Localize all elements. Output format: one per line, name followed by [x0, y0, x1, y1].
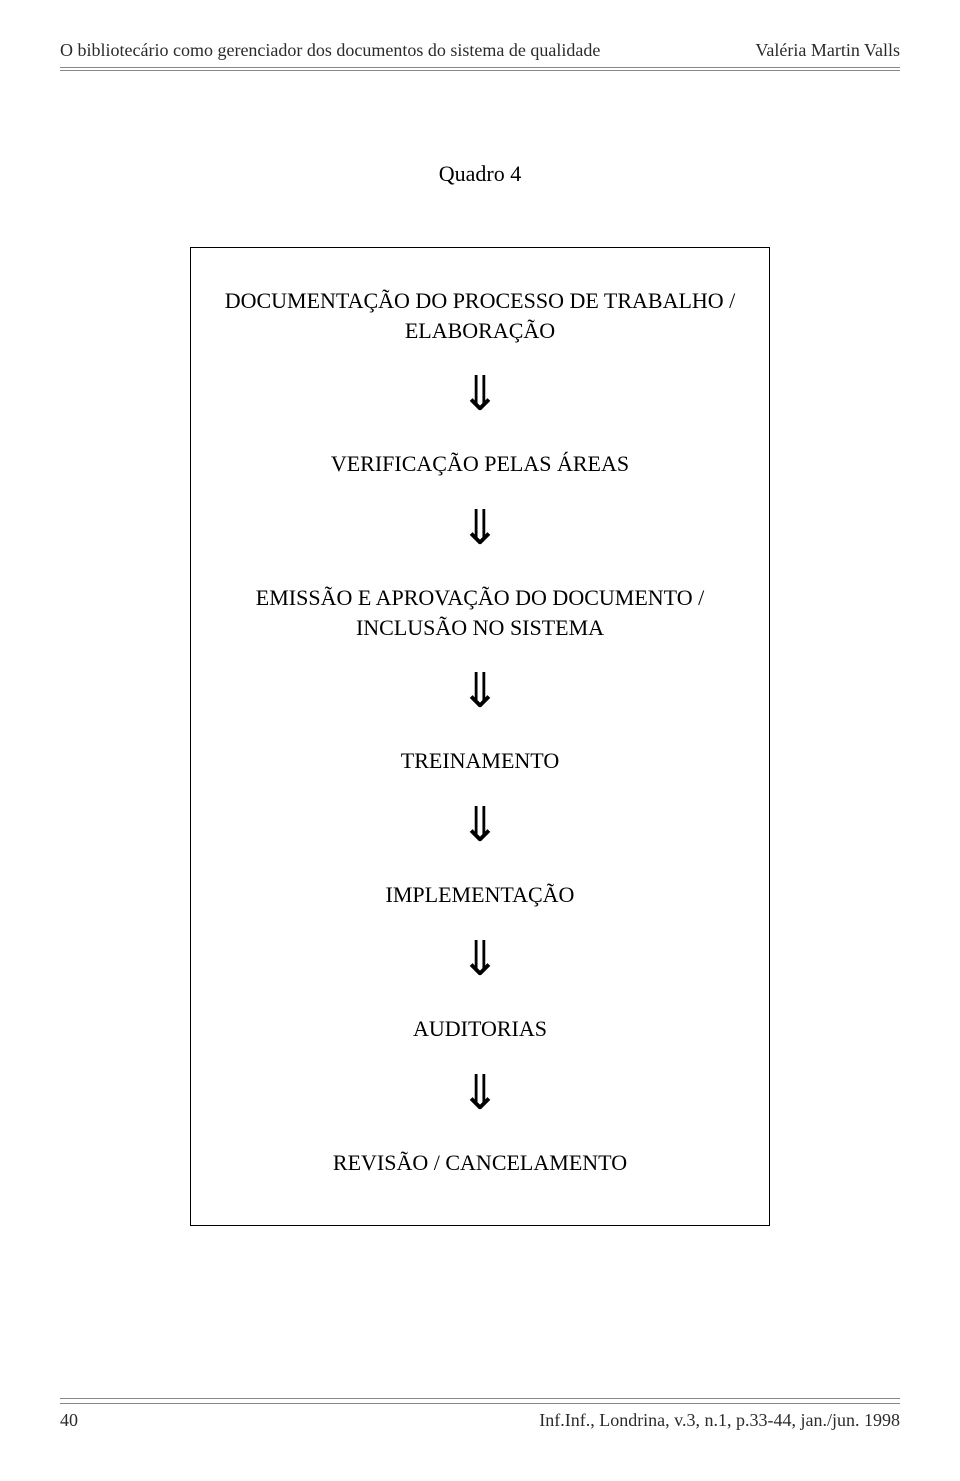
journal-citation: Inf.Inf., Londrina, v.3, n.1, p.33-44, j… [539, 1410, 900, 1431]
page: O bibliotecário como gerenciador dos doc… [0, 0, 960, 1481]
down-arrow-icon: ⇓ [460, 505, 500, 553]
flow-step-2: VERIFICAÇÃO PELAS ÁREAS [331, 449, 629, 479]
flowchart-box: DOCUMENTAÇÃO DO PROCESSO DE TRABALHO / E… [190, 247, 770, 1226]
footer-content: 40 Inf.Inf., Londrina, v.3, n.1, p.33-44… [60, 1403, 900, 1431]
flow-step-6: AUDITORIAS [413, 1014, 547, 1044]
down-arrow-icon: ⇓ [460, 1070, 500, 1118]
flow-step-5: IMPLEMENTAÇÃO [386, 880, 575, 910]
spacer [60, 71, 900, 161]
flow-step-4: TREINAMENTO [401, 746, 559, 776]
page-header: O bibliotecário como gerenciador dos doc… [60, 40, 900, 68]
down-arrow-icon: ⇓ [460, 668, 500, 716]
flow-step-3: EMISSÃO E APROVAÇÃO DO DOCUMENTO / INCLU… [221, 583, 739, 642]
flow-step-1: DOCUMENTAÇÃO DO PROCESSO DE TRABALHO / E… [221, 286, 739, 345]
down-arrow-icon: ⇓ [460, 371, 500, 419]
down-arrow-icon: ⇓ [460, 936, 500, 984]
figure-title: Quadro 4 [60, 161, 900, 187]
author-name: Valéria Martin Valls [755, 40, 900, 61]
flow-step-7: REVISÃO / CANCELAMENTO [333, 1148, 627, 1178]
running-title: O bibliotecário como gerenciador dos doc… [60, 40, 600, 61]
page-number: 40 [60, 1410, 78, 1431]
page-footer: 40 Inf.Inf., Londrina, v.3, n.1, p.33-44… [60, 1398, 900, 1431]
down-arrow-icon: ⇓ [460, 802, 500, 850]
